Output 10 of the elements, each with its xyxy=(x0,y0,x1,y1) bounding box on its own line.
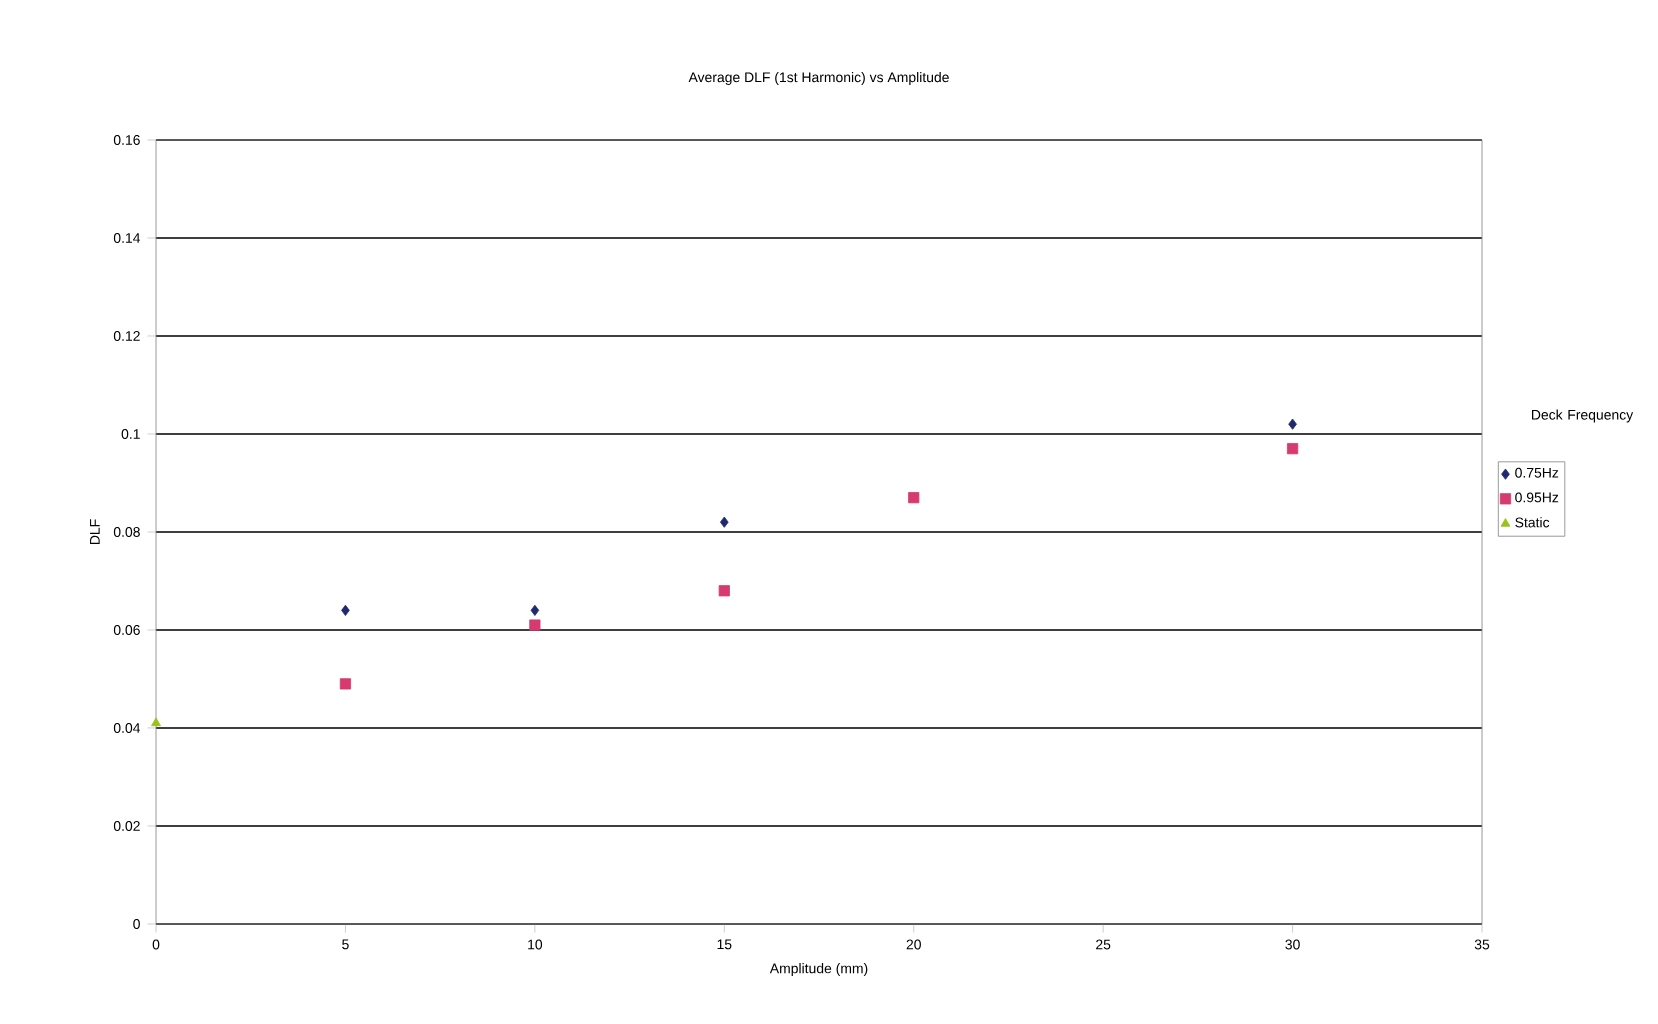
point xyxy=(1288,418,1297,430)
point xyxy=(341,604,350,616)
point xyxy=(339,678,352,690)
point xyxy=(529,619,541,631)
point xyxy=(720,516,729,528)
point xyxy=(908,492,920,504)
point xyxy=(718,585,730,597)
point xyxy=(1287,443,1299,455)
point xyxy=(151,717,161,727)
point xyxy=(530,604,540,616)
